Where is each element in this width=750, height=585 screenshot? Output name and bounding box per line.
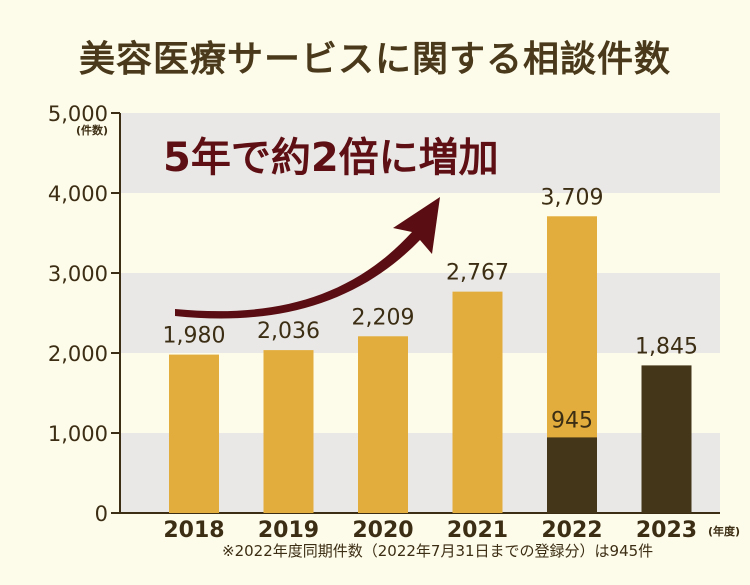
bar-value-label: 2,767 [446,261,509,286]
y-axis-unit: (件数) [76,123,108,137]
y-tick-label: 1,000 [48,422,108,446]
grid-band [120,433,720,513]
bar-total [263,350,314,513]
y-tick-label: 5,000 [48,102,108,126]
bar-value-label: 2,209 [352,305,415,330]
bar-value-label: 2,036 [257,319,320,344]
x-tick-label: 2019 [258,518,319,543]
bar-total [169,354,219,513]
bar-value-label: 1,845 [635,334,698,359]
bar-partial [547,437,597,513]
x-tick-label: 2018 [163,518,224,543]
bar-total [358,336,408,513]
bar-value-label: 1,980 [163,324,226,349]
bar-partial [641,365,692,513]
footnote: ※2022年度同期件数（2022年7月31日までの登録分）は945件 [222,542,654,560]
y-tick-label: 0 [95,502,108,526]
growth-arrow [175,197,440,319]
x-tick-label: 2023 [636,518,697,543]
y-tick-label: 4,000 [48,182,108,206]
chart-title: 美容医療サービスに関する相談件数 [78,39,671,80]
bar-value-label: 3,709 [541,185,604,210]
headline-text: 5年で約2倍に増加 [163,135,499,181]
x-tick-label: 2020 [352,518,413,543]
x-tick-label: 2021 [447,518,508,543]
grid-band [120,113,720,193]
x-tick-label: 2022 [541,518,602,543]
bar-total [452,291,503,513]
x-axis-unit: (年度) [708,524,740,538]
y-tick-label: 2,000 [48,342,108,366]
y-tick-label: 3,000 [48,262,108,286]
bar-partial-value-label: 945 [551,408,593,433]
